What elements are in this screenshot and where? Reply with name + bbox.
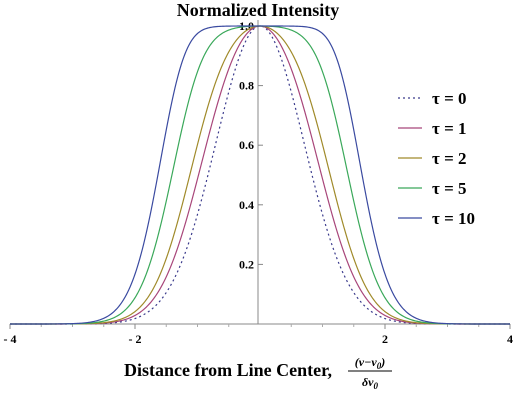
- chart-title: Normalized Intensity: [177, 0, 339, 20]
- x-tick-label: 2: [382, 332, 388, 346]
- x-axis-label-numerator: (ν−ν0): [355, 355, 385, 371]
- legend-label: τ = 10: [432, 209, 475, 228]
- x-tick-label: - 2: [129, 332, 142, 346]
- x-axis-label-denominator: δν0: [362, 375, 378, 391]
- legend-label: τ = 0: [432, 89, 467, 108]
- x-tick-label: - 4: [4, 332, 17, 346]
- y-tick-label: 0.4: [239, 198, 254, 212]
- legend-label: τ = 1: [432, 119, 467, 138]
- series-line-tau-1: [10, 25, 510, 325]
- curve-group: [10, 25, 510, 325]
- series-line-tau-0: [10, 25, 510, 325]
- series-line-tau-2: [10, 25, 510, 325]
- x-tick-label: 4: [507, 332, 513, 346]
- x-axis-label: Distance from Line Center, (ν−ν0) δν0: [124, 355, 392, 391]
- y-tick-label: 0.2: [239, 257, 254, 271]
- legend-label: τ = 5: [432, 179, 467, 198]
- legend-label: τ = 2: [432, 149, 467, 168]
- y-tick-label: 0.6: [239, 138, 254, 152]
- legend: τ = 0 τ = 1 τ = 2 τ = 5 τ = 10: [398, 89, 475, 228]
- series-line-tau-10: [10, 25, 510, 325]
- y-tick-label: 0.8: [239, 79, 254, 93]
- tick-group: - 4- 2 2 40.20.40.60.81.0: [4, 19, 514, 346]
- series-line-tau-5: [10, 25, 510, 325]
- x-axis-label-text: Distance from Line Center,: [124, 360, 332, 380]
